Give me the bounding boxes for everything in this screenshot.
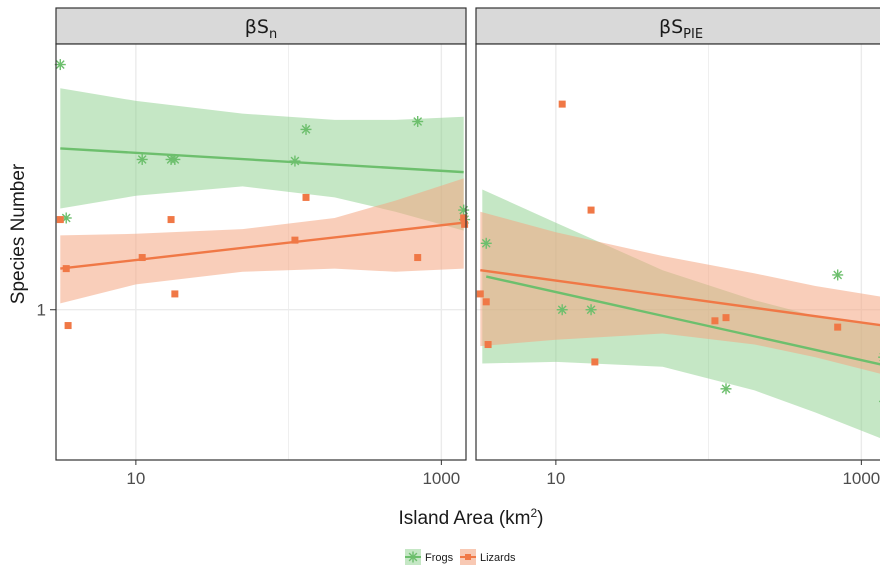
legend: Frogs Lizards [405, 549, 516, 565]
data-point-lizards [558, 100, 566, 108]
x-axis-title-close: ) [537, 508, 543, 529]
x-tick-label: 1000 [422, 469, 460, 488]
data-point-lizards [64, 322, 72, 330]
strip-left-main: βS [245, 16, 269, 38]
strip-left: βSn [55, 7, 467, 45]
data-point-lizards [722, 314, 730, 322]
fit-line-frogs [485, 275, 880, 366]
confidence-band-lizards [60, 178, 464, 304]
data-point-lizards [484, 341, 492, 349]
data-point-frogs [412, 116, 424, 128]
data-point-frogs [458, 204, 470, 216]
legend-marker-frogs [407, 551, 419, 563]
fit-line-lizards [480, 269, 880, 327]
data-point-frogs [556, 304, 568, 316]
y-tick-label: 1 [37, 301, 46, 320]
x-tick-label: 10 [126, 469, 145, 488]
data-point-lizards [587, 206, 595, 214]
x-ticks: 10 1000 10 1000 [126, 460, 880, 488]
strip-right-label: βSPIE [659, 16, 703, 42]
data-point-lizards [460, 214, 468, 222]
data-point-frogs [832, 269, 844, 281]
x-tick-label: 1000 [842, 469, 880, 488]
data-point-lizards [56, 216, 64, 224]
data-point-lizards [711, 317, 719, 325]
confidence-band-lizards [480, 211, 880, 374]
data-point-frogs [54, 59, 66, 71]
x-tick-label: 10 [546, 469, 565, 488]
data-point-frogs [169, 153, 181, 165]
panel-border [55, 43, 467, 461]
data-point-lizards [461, 220, 469, 228]
data-point-frogs [300, 123, 312, 135]
data-point-lizards [167, 216, 175, 224]
strip-right-main: βS [659, 16, 683, 38]
y-axis-title: Species Number [8, 163, 29, 304]
strip-left-box [55, 7, 467, 45]
data-point-lizards [138, 254, 146, 262]
data-point-frogs [480, 237, 492, 249]
data-point-lizards [482, 298, 490, 306]
data-point-lizards [62, 265, 70, 273]
data-point-lizards [171, 290, 179, 298]
data-point-lizards [476, 290, 484, 298]
data-point-frogs [585, 304, 597, 316]
legend-label-frogs: Frogs [425, 552, 454, 564]
data-point-lizards [834, 323, 842, 331]
data-point-lizards [591, 358, 599, 366]
data-point-lizards [291, 236, 299, 244]
legend-label-lizards: Lizards [480, 552, 516, 564]
strip-right: βSPIE [475, 7, 880, 45]
panel-left [54, 43, 471, 461]
x-axis-title: Island Area (km2) [398, 506, 543, 529]
data-point-frogs [136, 153, 148, 165]
x-axis-title-sup: 2 [530, 506, 537, 520]
panel-right [475, 43, 880, 461]
panel-border [475, 43, 880, 461]
x-axis-title-main: Island Area (km [398, 508, 530, 529]
fit-line-frogs [60, 147, 464, 174]
data-point-frogs [289, 155, 301, 167]
strip-left-sub: n [269, 27, 277, 42]
data-point-frogs [720, 383, 732, 395]
data-point-lizards [302, 193, 310, 201]
fit-line-lizards [60, 221, 464, 270]
data-point-lizards [414, 254, 422, 262]
strip-left-label: βSn [245, 16, 277, 42]
strip-right-sub: PIE [683, 27, 703, 42]
legend-asterisk [407, 551, 419, 563]
legend-marker-lizards [465, 554, 471, 560]
